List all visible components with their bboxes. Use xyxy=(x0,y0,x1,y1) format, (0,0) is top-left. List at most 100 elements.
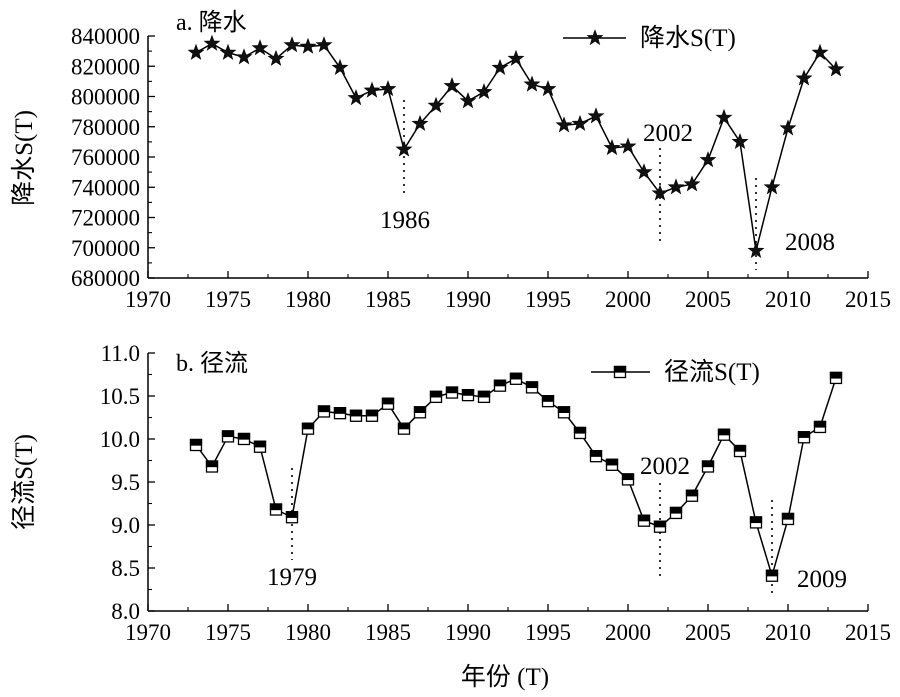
panel-a-precipitation: 1970 1975 1980 1985 1990 1995 2000 2005 2010 2015… xyxy=(10,9,891,312)
annotation-year-label: 2009 xyxy=(797,566,847,593)
annotation-year-label: 1986 xyxy=(380,207,430,234)
data-point xyxy=(763,178,781,195)
data-point xyxy=(333,407,347,420)
data-point xyxy=(251,39,269,56)
data-point xyxy=(283,36,301,53)
data-point xyxy=(699,151,717,168)
data-point xyxy=(445,386,459,399)
panel-b-series xyxy=(189,371,843,582)
data-point xyxy=(475,83,493,100)
data-point xyxy=(555,116,573,133)
data-point xyxy=(267,49,285,66)
data-point xyxy=(651,184,669,201)
data-point xyxy=(829,371,843,385)
data-point xyxy=(363,81,381,98)
y-tick-label: 780000 xyxy=(71,115,140,140)
legend-marker xyxy=(586,29,604,46)
data-point xyxy=(603,139,621,156)
data-point xyxy=(731,133,749,150)
data-point xyxy=(715,108,733,125)
data-point xyxy=(349,409,363,422)
data-point xyxy=(347,89,365,106)
x-tick-label: 2015 xyxy=(845,620,891,645)
data-point xyxy=(571,114,589,131)
y-tick-label: 9.0 xyxy=(111,513,140,538)
data-point xyxy=(299,37,317,54)
panel-b-runoff: 1970 1975 1980 1985 1990 1995 2000 2005 2010 2015… xyxy=(10,341,891,691)
x-tick-label: 1975 xyxy=(205,287,251,312)
data-point xyxy=(795,69,813,86)
x-tick-label: 2010 xyxy=(765,287,811,312)
x-tick-label: 1970 xyxy=(125,620,171,645)
panel-a-annotations: 1986 2002 2008 xyxy=(380,100,835,270)
data-point xyxy=(733,444,747,458)
y-tick-label: 820000 xyxy=(71,54,140,79)
data-point xyxy=(557,406,571,419)
panel-a-legend-star-marker xyxy=(586,29,604,46)
data-point xyxy=(477,390,491,404)
data-point xyxy=(411,114,429,131)
x-tick-label: 2000 xyxy=(605,287,651,312)
data-point xyxy=(621,473,635,486)
data-point xyxy=(397,422,411,435)
data-point xyxy=(221,430,235,443)
panel-b-legend-square-marker xyxy=(613,365,627,379)
panel-a-axes: 1970 1975 1980 1985 1990 1995 2000 2005 2010 2015… xyxy=(71,24,891,312)
x-tick-label: 1995 xyxy=(525,620,571,645)
data-point xyxy=(541,395,555,408)
data-point xyxy=(253,440,267,453)
data-point xyxy=(461,388,475,402)
data-point xyxy=(491,58,509,75)
data-point xyxy=(765,569,779,582)
x-tick-label: 1980 xyxy=(285,287,331,312)
panel-a-label: a. 降水 xyxy=(176,9,247,36)
data-point xyxy=(331,58,349,75)
data-point xyxy=(717,428,731,441)
panel-b-label: b. 径流 xyxy=(176,350,248,377)
data-point xyxy=(203,34,221,51)
data-point xyxy=(667,178,685,195)
x-tick-label: 2015 xyxy=(845,287,891,312)
panel-b-annotations: 1979 2002 2009 xyxy=(267,453,847,595)
x-tick-label: 1985 xyxy=(365,287,411,312)
panel-a-series xyxy=(187,34,845,258)
x-tick-label: 1995 xyxy=(525,287,571,312)
data-point xyxy=(811,43,829,60)
data-point xyxy=(365,409,379,422)
data-point xyxy=(189,438,203,452)
data-point xyxy=(635,163,653,180)
y-tick-label: 10.0 xyxy=(100,427,140,452)
panel-a-legend-label: 降水S(T) xyxy=(640,24,736,52)
data-point xyxy=(539,80,557,97)
series-line xyxy=(195,42,837,251)
x-tick-label: 1990 xyxy=(445,620,491,645)
data-point xyxy=(317,405,331,418)
y-tick-label: 840000 xyxy=(71,24,140,49)
y-tick-label: 8.5 xyxy=(111,556,140,581)
data-point xyxy=(381,397,395,410)
data-point xyxy=(187,43,205,60)
data-point xyxy=(619,137,637,154)
y-tick-label: 11.0 xyxy=(101,341,140,366)
data-point xyxy=(683,175,701,192)
data-point xyxy=(685,489,699,502)
data-point xyxy=(427,96,445,113)
data-point xyxy=(781,512,795,526)
data-point xyxy=(525,381,539,394)
x-tick-label: 2000 xyxy=(605,620,651,645)
y-tick-label: 8.0 xyxy=(111,599,140,624)
data-point xyxy=(285,511,299,524)
x-tick-label: 1970 xyxy=(125,287,171,312)
y-tick-label: 800000 xyxy=(71,85,140,110)
data-point xyxy=(669,506,683,520)
data-point xyxy=(827,60,845,77)
data-point xyxy=(235,48,253,65)
legend-marker xyxy=(613,365,627,379)
y-tick-label: 740000 xyxy=(71,175,140,200)
y-tick-label: 10.5 xyxy=(100,384,140,409)
panel-b-axes: 1970 1975 1980 1985 1990 1995 2000 2005 2010 2015… xyxy=(100,341,891,645)
data-point xyxy=(813,420,827,434)
data-point xyxy=(749,516,763,529)
data-point xyxy=(429,390,443,404)
